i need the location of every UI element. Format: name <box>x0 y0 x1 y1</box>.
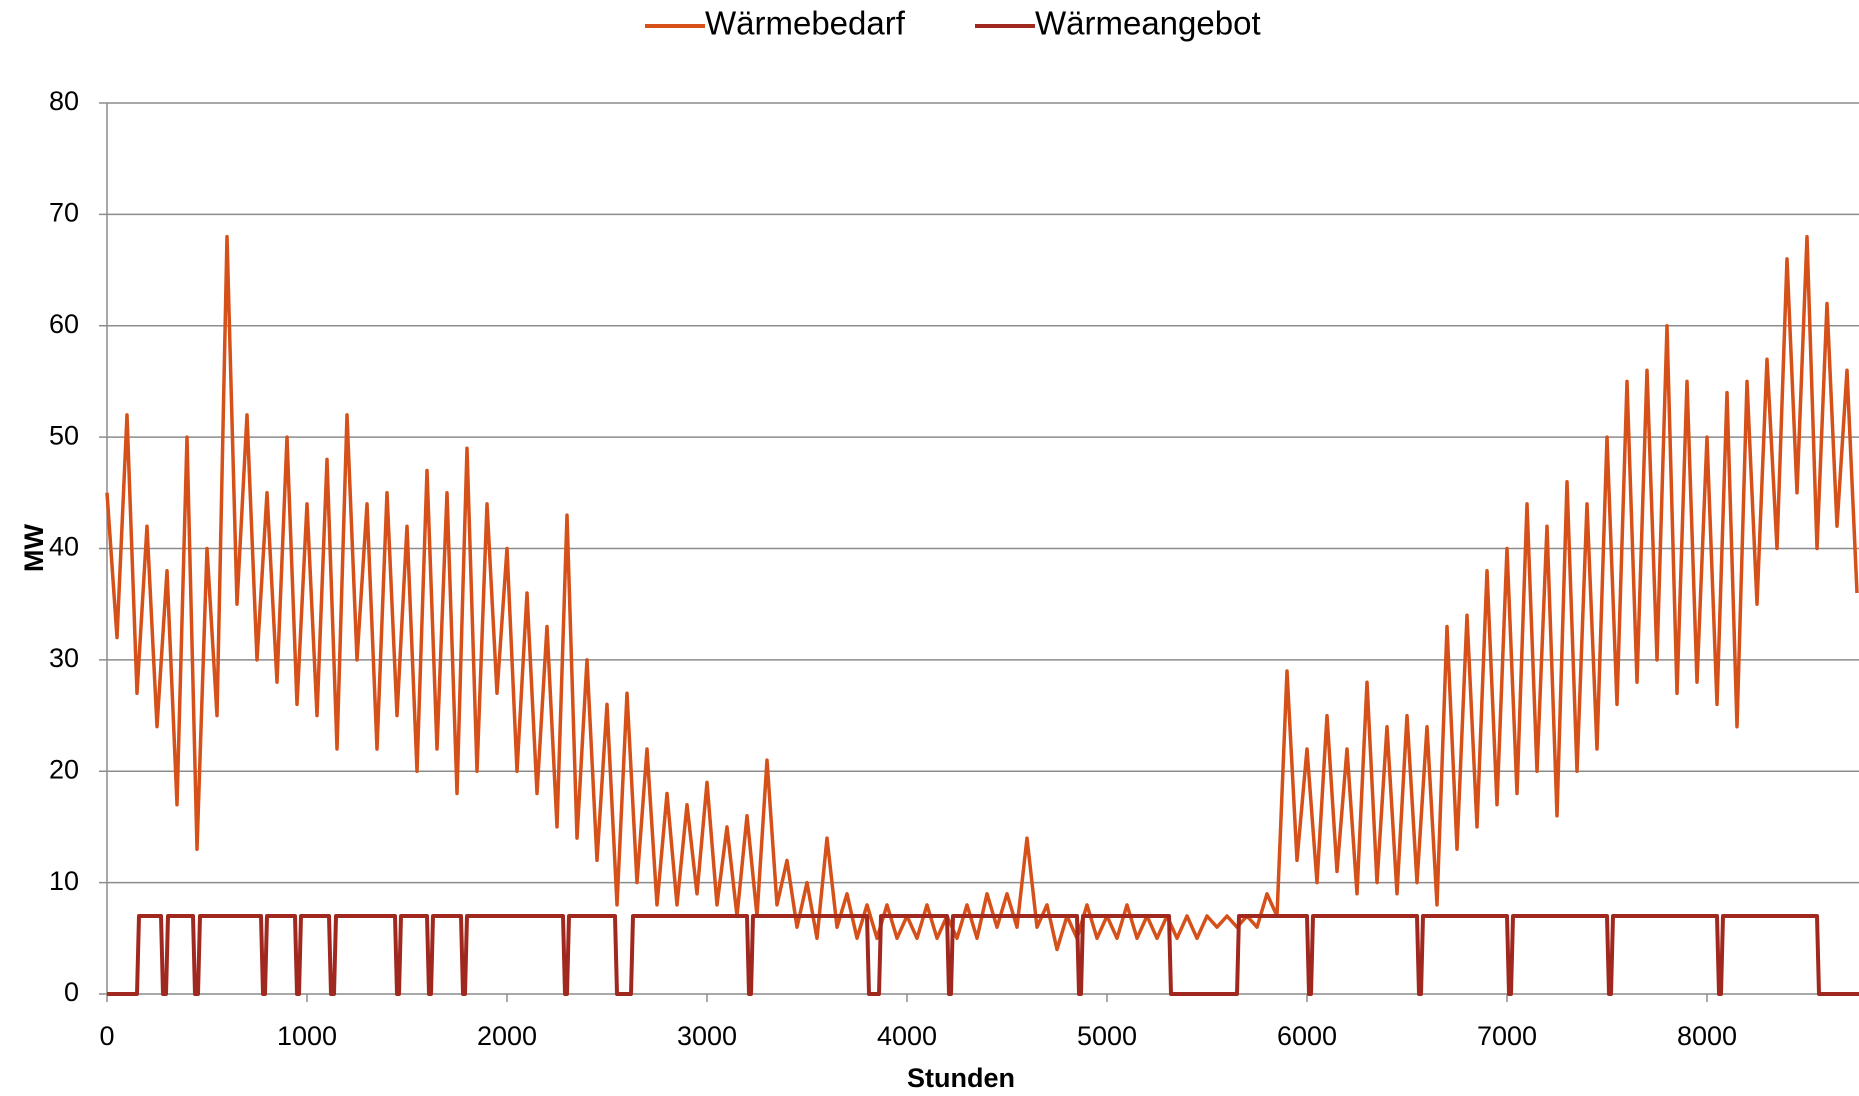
legend-label: Wärmeangebot <box>1035 5 1261 42</box>
y-tick-label: 80 <box>49 86 79 116</box>
x-tick-label: 4000 <box>877 1021 937 1051</box>
y-tick-label: 70 <box>49 198 79 228</box>
series-line <box>107 914 1859 996</box>
x-tick-label: 8000 <box>1677 1021 1737 1051</box>
y-tick-label: 20 <box>49 754 79 784</box>
y-tick-label: 50 <box>49 420 79 450</box>
x-tick-label: 0 <box>99 1021 114 1051</box>
legend-label: Wärmebedarf <box>705 5 906 42</box>
x-tick-label: 1000 <box>277 1021 337 1051</box>
x-axis-label: Stunden <box>907 1063 1015 1093</box>
x-tick-label: 5000 <box>1077 1021 1137 1051</box>
y-tick-label: 10 <box>49 866 79 896</box>
x-tick-label: 3000 <box>677 1021 737 1051</box>
y-tick-label: 30 <box>49 643 79 673</box>
y-axis-label: MW <box>19 524 49 572</box>
x-tick-label: 2000 <box>477 1021 537 1051</box>
x-tick-label: 7000 <box>1477 1021 1537 1051</box>
series-line <box>105 234 1859 952</box>
x-tick-label: 6000 <box>1277 1021 1337 1051</box>
y-tick-label: 0 <box>64 977 79 1007</box>
y-tick-label: 60 <box>49 309 79 339</box>
y-tick-label: 40 <box>49 532 79 562</box>
